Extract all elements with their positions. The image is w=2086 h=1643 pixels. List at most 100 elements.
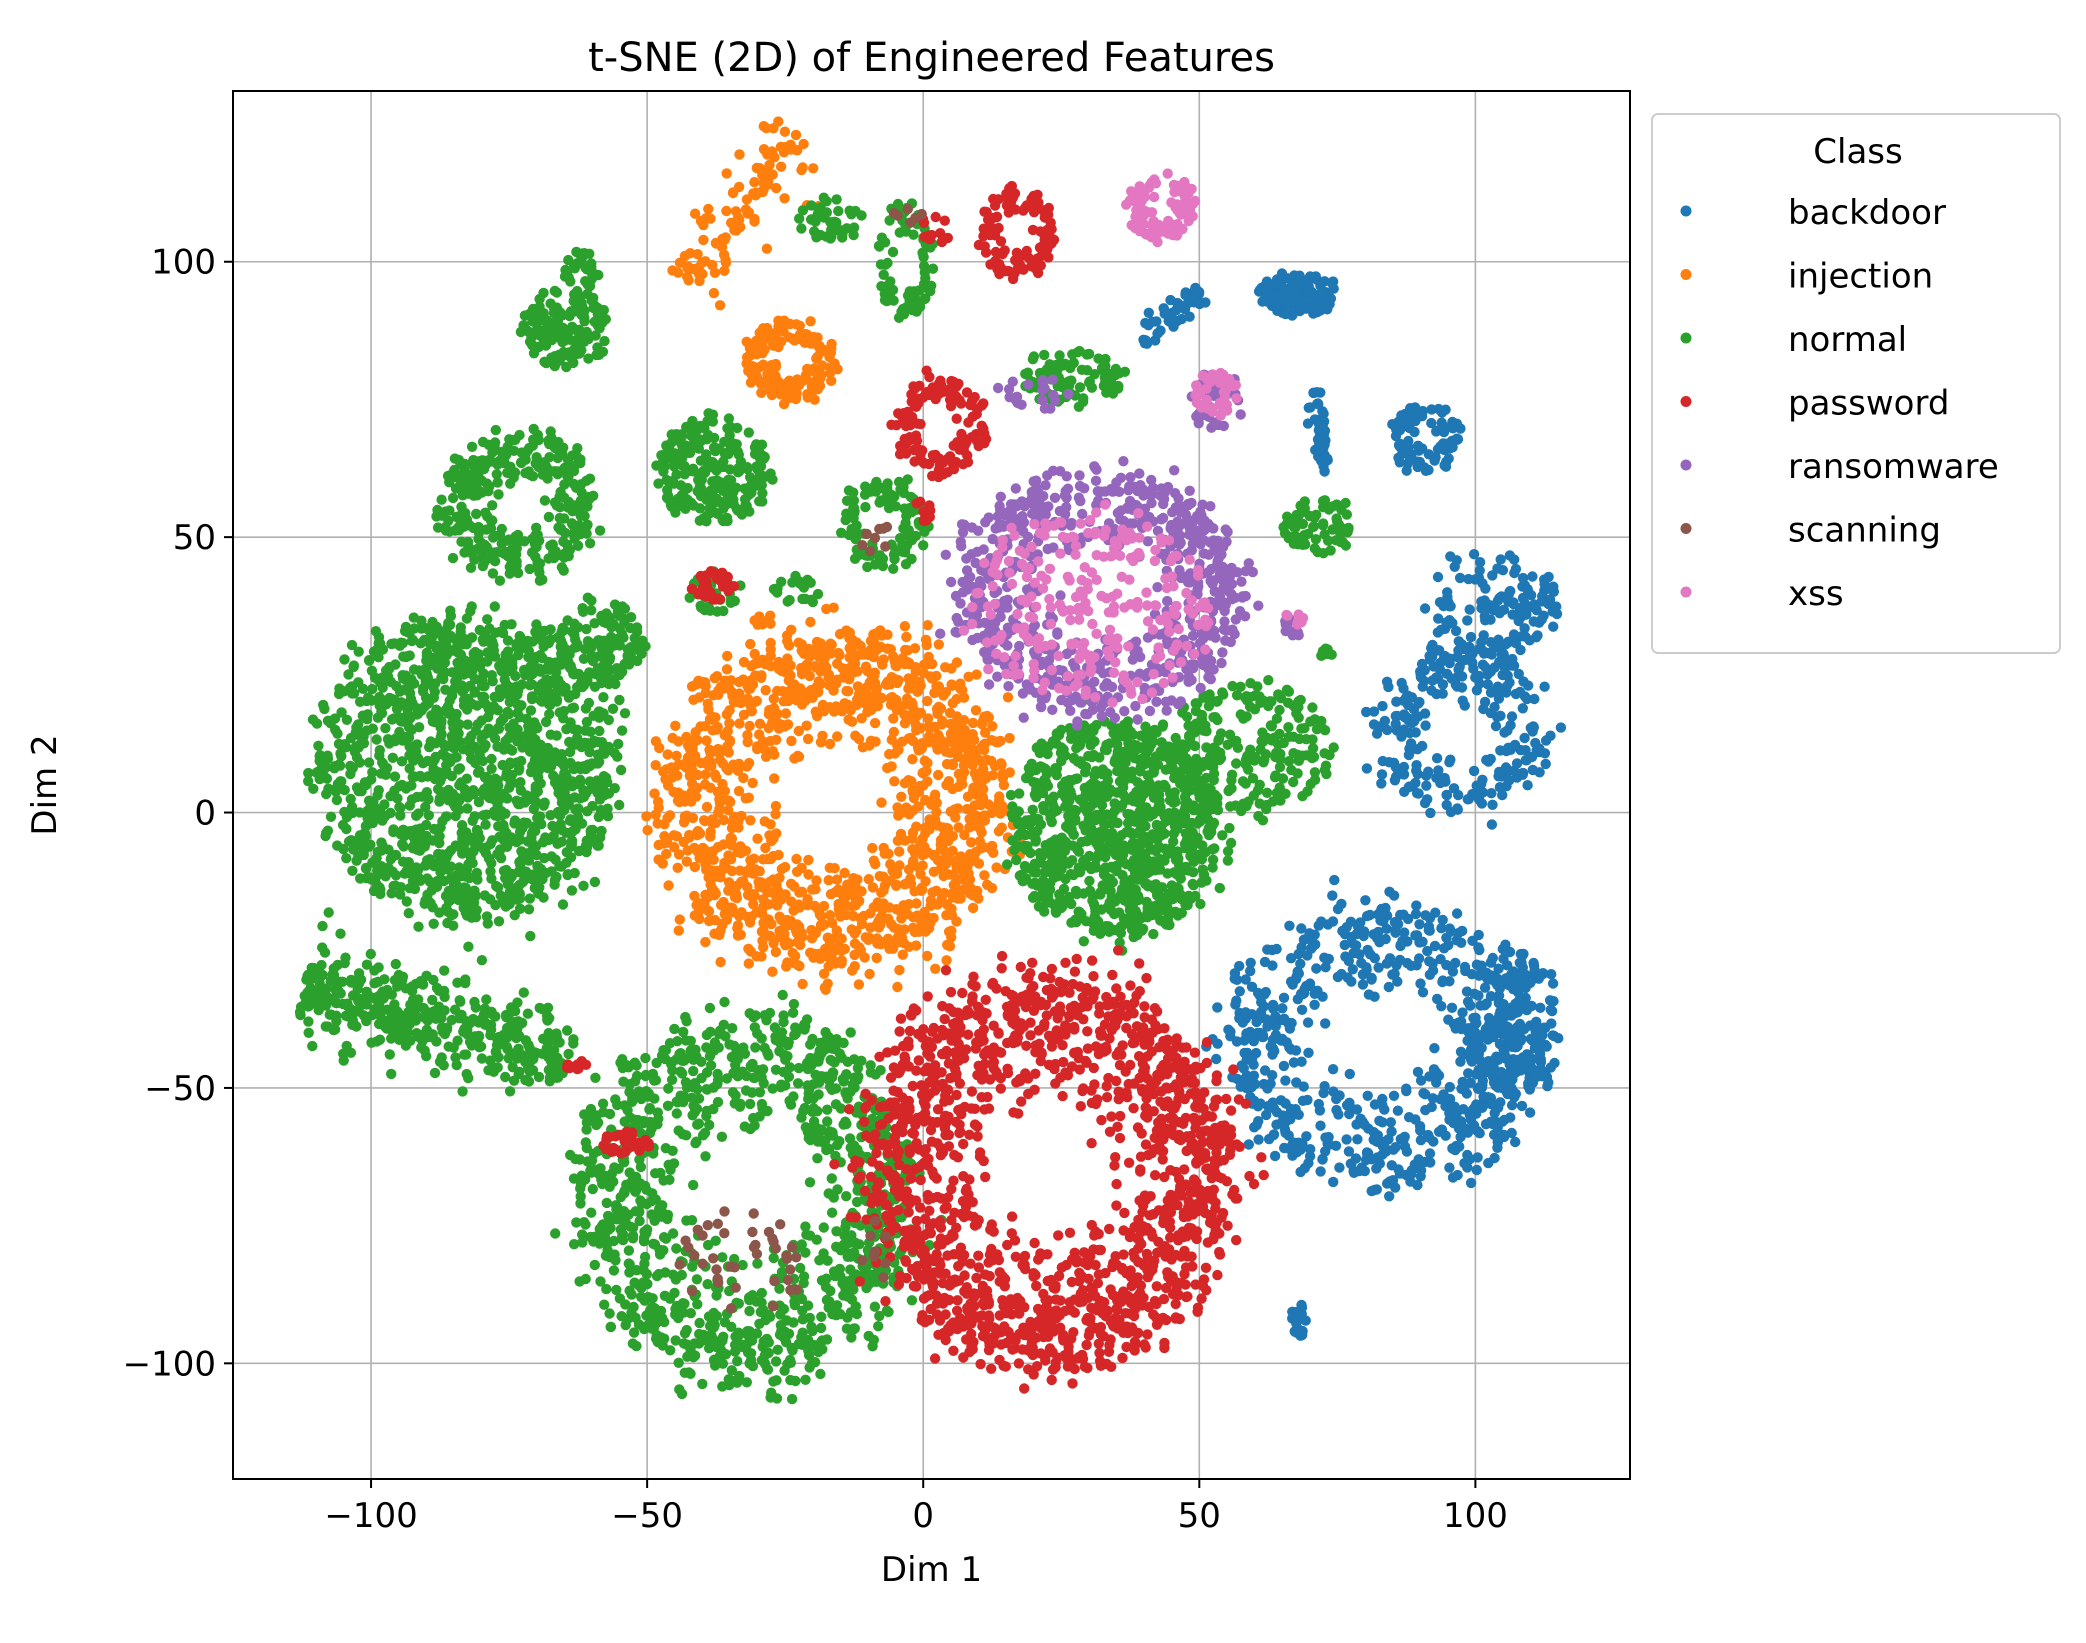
- data-point-backdoor: [1377, 769, 1387, 779]
- data-point-injection: [709, 929, 719, 939]
- data-point-backdoor: [1452, 908, 1462, 918]
- data-point-normal: [695, 503, 705, 513]
- data-point-backdoor: [1252, 1120, 1262, 1130]
- data-point-normal: [388, 753, 398, 763]
- data-point-injection: [792, 867, 802, 877]
- data-point-injection: [780, 889, 790, 899]
- data-point-backdoor: [1427, 652, 1437, 662]
- data-point-injection: [757, 880, 767, 890]
- data-point-injection: [741, 793, 751, 803]
- data-point-backdoor: [1387, 419, 1397, 429]
- data-point-backdoor: [1476, 779, 1486, 789]
- data-point-injection: [698, 235, 708, 245]
- data-point-backdoor: [1427, 1102, 1437, 1112]
- data-point-backdoor: [1392, 764, 1402, 774]
- data-point-normal: [559, 513, 569, 523]
- data-point-backdoor: [1453, 805, 1463, 815]
- data-point-injection: [734, 149, 744, 159]
- data-point-normal: [874, 553, 884, 563]
- data-point-injection: [944, 776, 954, 786]
- data-point-injection: [698, 843, 708, 853]
- data-point-normal: [1029, 351, 1039, 361]
- data-point-injection: [952, 657, 962, 667]
- data-point-normal: [917, 248, 927, 258]
- data-point-backdoor: [1504, 980, 1514, 990]
- data-point-backdoor: [1345, 1102, 1355, 1112]
- data-point-backdoor: [1269, 1046, 1279, 1056]
- data-point-backdoor: [1279, 1014, 1289, 1024]
- data-point-normal: [888, 247, 898, 257]
- data-point-backdoor: [1528, 1072, 1538, 1082]
- data-point-injection: [722, 651, 732, 661]
- data-point-normal: [544, 465, 554, 475]
- data-point-normal: [684, 448, 694, 458]
- data-point-backdoor: [1414, 1154, 1424, 1164]
- data-point-injection: [697, 257, 707, 267]
- data-point-injection: [930, 790, 940, 800]
- data-point-injection: [861, 932, 871, 942]
- data-point-injection: [968, 744, 978, 754]
- data-point-backdoor: [1279, 1061, 1289, 1071]
- data-point-backdoor: [1480, 662, 1490, 672]
- data-point-normal: [620, 604, 630, 614]
- data-point-injection: [734, 759, 744, 769]
- data-point-backdoor: [1430, 941, 1440, 951]
- data-point-normal: [1327, 501, 1337, 511]
- data-point-backdoor: [1411, 900, 1421, 910]
- data-point-injection: [759, 345, 769, 355]
- data-point-injection: [912, 910, 922, 920]
- data-point-injection: [779, 399, 789, 409]
- data-point-backdoor: [1442, 587, 1452, 597]
- data-point-backdoor: [1443, 1015, 1453, 1025]
- data-point-normal: [566, 352, 576, 362]
- data-point-normal: [1100, 372, 1110, 382]
- data-point-injection: [979, 745, 989, 755]
- data-point-backdoor: [1265, 1017, 1275, 1027]
- data-point-injection: [806, 338, 816, 348]
- data-point-normal: [467, 442, 477, 452]
- data-point-injection: [786, 625, 796, 635]
- data-point-injection: [856, 945, 866, 955]
- data-point-injection: [896, 829, 906, 839]
- data-point-injection: [771, 362, 781, 372]
- data-point-backdoor: [1426, 685, 1436, 695]
- data-point-backdoor: [1409, 427, 1419, 437]
- data-point-backdoor: [1268, 1000, 1278, 1010]
- data-point-backdoor: [1236, 1082, 1246, 1092]
- data-point-injection: [954, 737, 964, 747]
- data-point-normal: [584, 249, 594, 259]
- data-point-injection: [816, 921, 826, 931]
- data-point-injection: [870, 682, 880, 692]
- data-point-injection: [936, 839, 946, 849]
- data-point-normal: [581, 624, 591, 634]
- data-point-normal: [558, 623, 568, 633]
- data-point-backdoor: [1303, 418, 1313, 428]
- data-point-injection: [755, 376, 765, 386]
- data-point-backdoor: [1522, 780, 1532, 790]
- data-point-normal: [448, 553, 458, 563]
- data-point-backdoor: [1405, 1176, 1415, 1186]
- data-point-injection: [711, 772, 721, 782]
- data-point-injection: [758, 942, 768, 952]
- data-point-backdoor: [1286, 1104, 1296, 1114]
- data-point-normal: [480, 540, 490, 550]
- data-point-injection: [911, 822, 921, 832]
- data-point-normal: [895, 484, 905, 494]
- data-point-injection: [812, 637, 822, 647]
- data-point-backdoor: [1390, 925, 1400, 935]
- data-point-injection: [866, 705, 876, 715]
- data-point-backdoor: [1244, 1139, 1254, 1149]
- data-point-injection: [797, 639, 807, 649]
- data-point-backdoor: [1387, 1160, 1397, 1170]
- data-point-backdoor: [1364, 989, 1374, 999]
- data-point-normal: [882, 258, 892, 268]
- data-point-normal: [455, 471, 465, 481]
- data-point-backdoor: [1553, 1033, 1563, 1043]
- data-point-normal: [529, 348, 539, 358]
- data-point-backdoor: [1447, 1003, 1457, 1013]
- data-point-backdoor: [1391, 431, 1401, 441]
- data-point-injection: [715, 300, 725, 310]
- data-point-injection: [976, 843, 986, 853]
- data-point-normal: [531, 452, 541, 462]
- data-point-injection: [733, 920, 743, 930]
